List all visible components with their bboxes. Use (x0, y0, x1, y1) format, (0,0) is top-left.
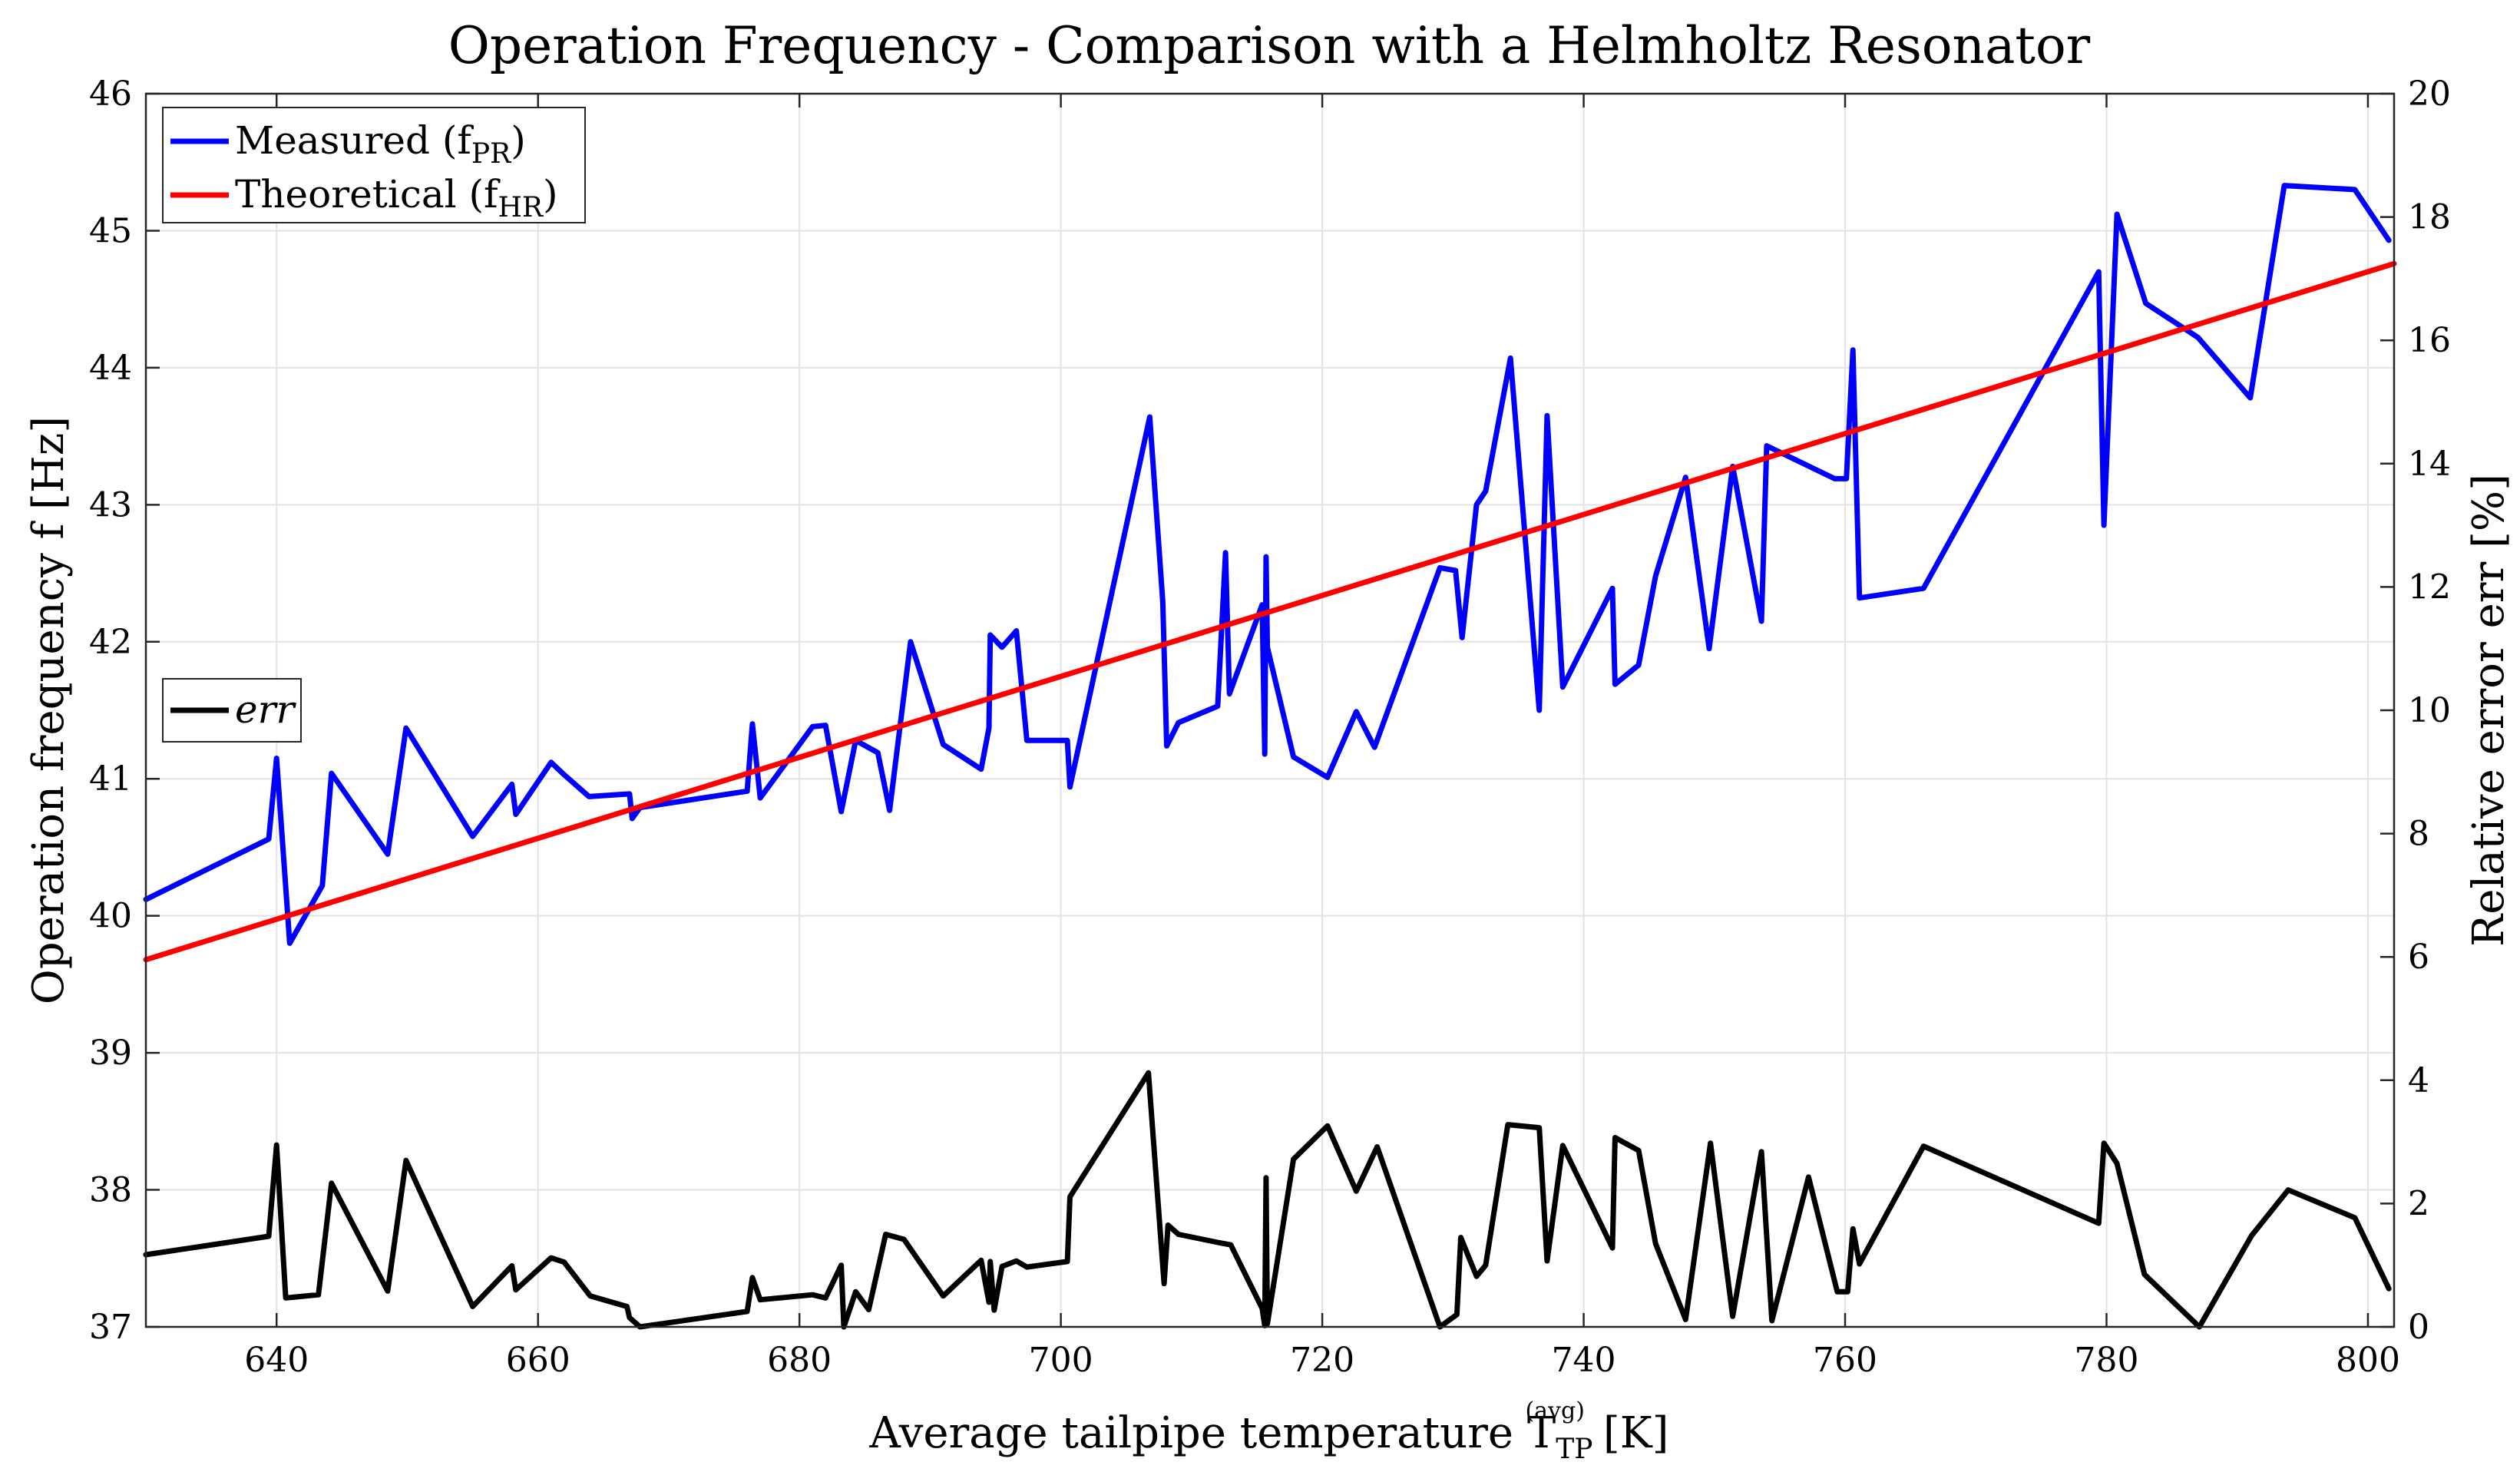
y-tick-label-left: 42 (89, 623, 132, 662)
ticks: 640 660 680 700 720 740 760 780 8003738394041424… (89, 74, 2451, 1380)
series-theoretical-line (143, 260, 2397, 963)
y-tick-label-right: 10 (2408, 691, 2451, 730)
x-tick-label: 740 (1552, 1341, 1616, 1380)
y-tick-label-left: 39 (89, 1034, 132, 1073)
series-measured-line (143, 183, 2392, 946)
y-tick-label-left: 44 (89, 349, 132, 388)
legend-main-box (162, 107, 586, 223)
y-tick-label-right: 8 (2408, 815, 2429, 854)
y-tick-label-right: 14 (2408, 445, 2451, 484)
y-tick-label-right: 18 (2408, 198, 2451, 237)
y-tick-label-left: 37 (89, 1308, 132, 1347)
legend-label-theoretical-sub: HR (498, 192, 544, 223)
legend-label-theoretical: Theoretical (fHR) (235, 172, 558, 223)
x-axis-label-superscript: (avg) (1525, 1398, 1584, 1424)
x-axis-label-unit: [K] (1603, 1408, 1669, 1458)
y-tick-label-right: 16 (2408, 321, 2451, 360)
x-tick-label: 720 (1290, 1341, 1354, 1380)
x-tick-label: 780 (2074, 1341, 2138, 1380)
y-tick-label-left: 45 (89, 211, 132, 250)
x-tick-label: 760 (1813, 1341, 1877, 1380)
y-tick-label-right: 6 (2408, 938, 2429, 977)
series-layer (143, 183, 2397, 1330)
x-tick-label: 680 (767, 1341, 832, 1380)
legend-label-measured-sub: PR (471, 138, 511, 170)
y-tick-label-left: 38 (89, 1171, 132, 1210)
y-tick-label-left: 40 (89, 897, 132, 936)
y-tick-label-right: 20 (2408, 74, 2451, 114)
x-tick-label: 640 (244, 1341, 309, 1380)
series-err-line (143, 1070, 2392, 1330)
y-axis-label-left: Operation frequency f [Hz] (24, 416, 74, 1004)
y-tick-label-right: 12 (2408, 567, 2451, 607)
y-tick-label-right: 2 (2408, 1184, 2429, 1223)
y-axis-label-right: Relative error err [%] (2464, 474, 2514, 947)
x-tick-label: 700 (1029, 1341, 1093, 1380)
y-tick-label-left: 41 (89, 759, 132, 799)
y-tick-label-right: 0 (2408, 1308, 2429, 1347)
legend-label-measured: Measured (fPR) (235, 118, 526, 170)
x-tick-label: 660 (506, 1341, 570, 1380)
y-tick-label-left: 46 (89, 74, 132, 114)
x-tick-label: 800 (2336, 1341, 2400, 1380)
y-tick-label-left: 43 (89, 485, 132, 524)
chart-title: Operation Frequency - Comparison with a … (448, 16, 2091, 75)
legend-label-err: err (235, 687, 296, 732)
legend-main: Measured (fPR) Theoretical (fHR) (162, 107, 586, 223)
legend-err: err (162, 678, 302, 743)
x-axis-label-subscript: TP (1556, 1434, 1592, 1465)
y-tick-label-right: 4 (2408, 1061, 2429, 1100)
x-axis-label: Average tailpipe temperature TTP(avg) [K] (869, 1398, 1669, 1465)
